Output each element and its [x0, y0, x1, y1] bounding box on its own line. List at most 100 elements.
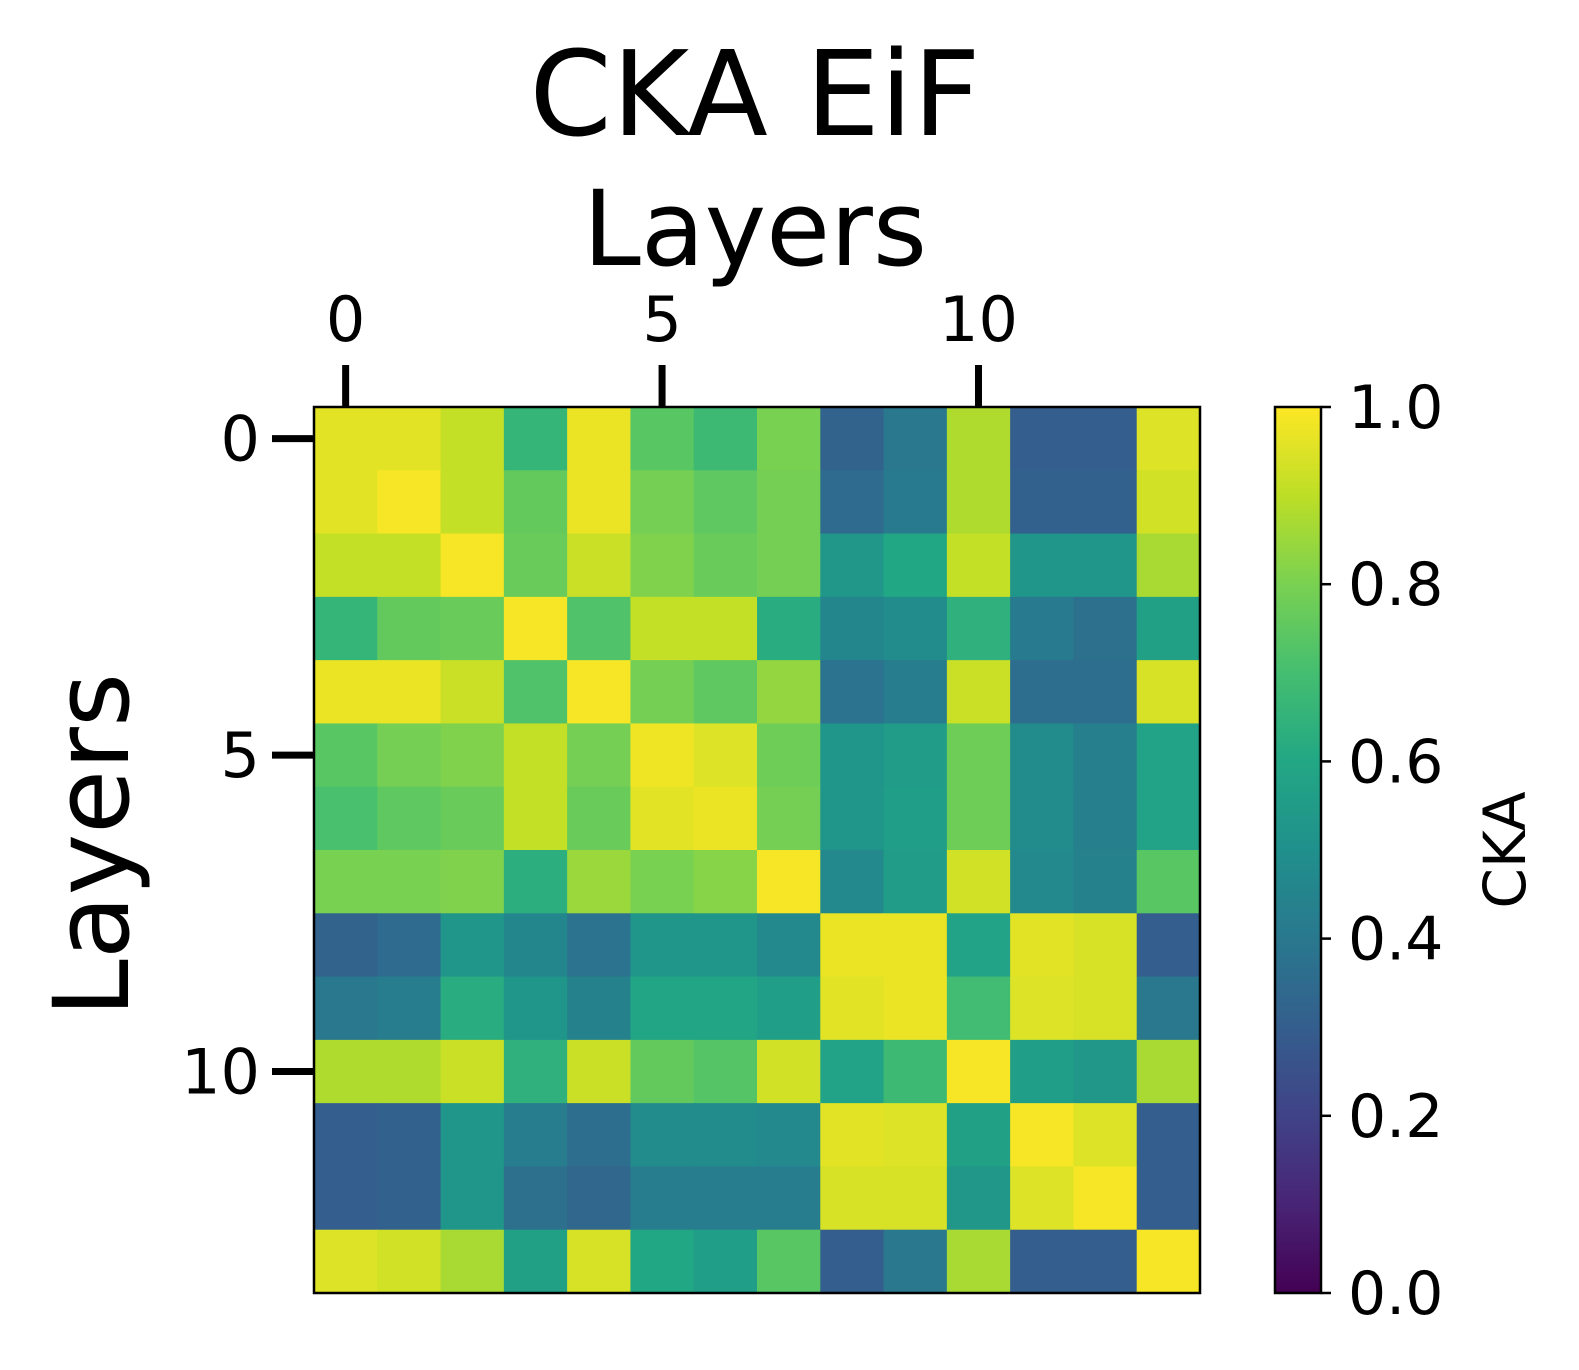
heatmap-cell	[820, 533, 885, 598]
chart-title: CKA EiF	[529, 25, 980, 163]
heatmap-cell	[1073, 533, 1138, 598]
heatmap-cell	[946, 976, 1011, 1041]
heatmap-cell	[377, 407, 442, 471]
heatmap-cell	[693, 913, 758, 978]
heatmap-cell	[440, 913, 505, 978]
colorbar-tick-label: 0.4	[1348, 905, 1443, 975]
heatmap-cell	[946, 913, 1011, 978]
heatmap-cell	[1010, 596, 1075, 661]
heatmap-cell	[1010, 1166, 1075, 1231]
heatmap-cell	[820, 660, 885, 725]
colorbar-ticks: 0.0 0.2 0.4 0.6 0.8 1.0	[1321, 373, 1443, 1329]
heatmap-cell	[693, 1039, 758, 1104]
heatmap-cell	[820, 723, 885, 788]
heatmap-cell	[693, 1166, 758, 1231]
heatmap-cell	[757, 976, 821, 1041]
heatmap-cell	[503, 976, 568, 1041]
heatmap-cell	[883, 407, 948, 471]
heatmap-cell	[377, 786, 442, 851]
heatmap-cell	[1136, 1103, 1201, 1168]
heatmap-cell	[630, 913, 695, 978]
heatmap-cell	[630, 533, 695, 598]
heatmap-cell	[820, 1103, 885, 1168]
heatmap-cell	[820, 913, 885, 978]
heatmap-cell	[440, 660, 505, 725]
heatmap-cell	[377, 1039, 442, 1104]
heatmap-cell	[883, 1039, 948, 1104]
heatmap-cell	[440, 850, 505, 914]
heatmap-cell	[567, 723, 632, 788]
heatmap-frame	[312, 405, 1202, 1295]
heatmap-cell	[630, 470, 695, 535]
heatmap-cell	[946, 723, 1011, 788]
heatmap-cell	[440, 1166, 505, 1231]
heatmap-cell	[757, 407, 821, 471]
heatmap-cell	[377, 660, 442, 725]
heatmap-cell	[693, 786, 758, 851]
heatmap-cell	[1073, 976, 1138, 1041]
heatmap-cell	[567, 1103, 632, 1168]
heatmap-cell	[314, 596, 378, 661]
heatmap-cell	[1136, 1229, 1201, 1294]
heatmap-cell	[377, 1229, 442, 1294]
heatmap-cell	[1010, 913, 1075, 978]
heatmap-cell	[630, 596, 695, 661]
heatmap-cell	[1073, 786, 1138, 851]
heatmap-cell	[567, 850, 632, 914]
heatmap-cell	[630, 1039, 695, 1104]
heatmap-cell	[503, 533, 568, 598]
heatmap-cell	[503, 723, 568, 788]
heatmap-cell	[946, 1039, 1011, 1104]
heatmap-cell	[440, 1039, 505, 1104]
colorbar-tick-label: 0.6	[1348, 727, 1443, 797]
heatmap-cell	[314, 1103, 378, 1168]
heatmap-cell	[503, 596, 568, 661]
heatmap-cell	[503, 470, 568, 535]
heatmap-cell	[567, 660, 632, 725]
heatmap-cell	[946, 850, 1011, 914]
heatmap-cell	[820, 596, 885, 661]
heatmap-cell	[1136, 407, 1201, 471]
heatmap-cell	[820, 1229, 885, 1294]
heatmap-cell	[630, 1166, 695, 1231]
heatmap-cell	[693, 407, 758, 471]
x-tick-label: 0	[326, 283, 365, 356]
heatmap-cell	[883, 913, 948, 978]
heatmap-cell	[377, 913, 442, 978]
heatmap-cell	[567, 976, 632, 1041]
heatmap-cell	[757, 913, 821, 978]
heatmap-cell	[377, 1166, 442, 1231]
y-axis-ticks: 0 5 10	[181, 403, 314, 1109]
heatmap-cell	[820, 976, 885, 1041]
heatmap-cell	[1010, 1039, 1075, 1104]
heatmap-cell	[1010, 786, 1075, 851]
heatmap-cell	[440, 723, 505, 788]
heatmap-cell	[1010, 470, 1075, 535]
heatmap-cell	[1073, 660, 1138, 725]
x-tick-label: 5	[642, 283, 681, 356]
heatmap-cell	[883, 470, 948, 535]
heatmap-cell	[630, 976, 695, 1041]
heatmap-cell	[1136, 850, 1201, 914]
heatmap-cell	[1073, 470, 1138, 535]
heatmap-cell	[503, 913, 568, 978]
colorbar-tick-label: 0.2	[1348, 1082, 1443, 1152]
heatmap-cell	[946, 660, 1011, 725]
heatmap-cell	[1010, 850, 1075, 914]
heatmap-cell	[314, 850, 378, 914]
heatmap-cell	[946, 1166, 1011, 1231]
heatmap-cell	[1073, 723, 1138, 788]
heatmap-cell	[377, 976, 442, 1041]
heatmap-cell	[314, 976, 378, 1041]
heatmap-cell	[440, 470, 505, 535]
heatmap-cell	[1010, 723, 1075, 788]
heatmap-cell	[757, 596, 821, 661]
heatmap-cell	[503, 660, 568, 725]
heatmap-cell	[946, 596, 1011, 661]
heatmap-cell	[567, 1229, 632, 1294]
heatmap-cell	[314, 723, 378, 788]
heatmap-cell	[314, 533, 378, 598]
heatmap-cell	[946, 1103, 1011, 1168]
y-tick-label: 5	[221, 719, 260, 792]
heatmap-cell	[883, 660, 948, 725]
